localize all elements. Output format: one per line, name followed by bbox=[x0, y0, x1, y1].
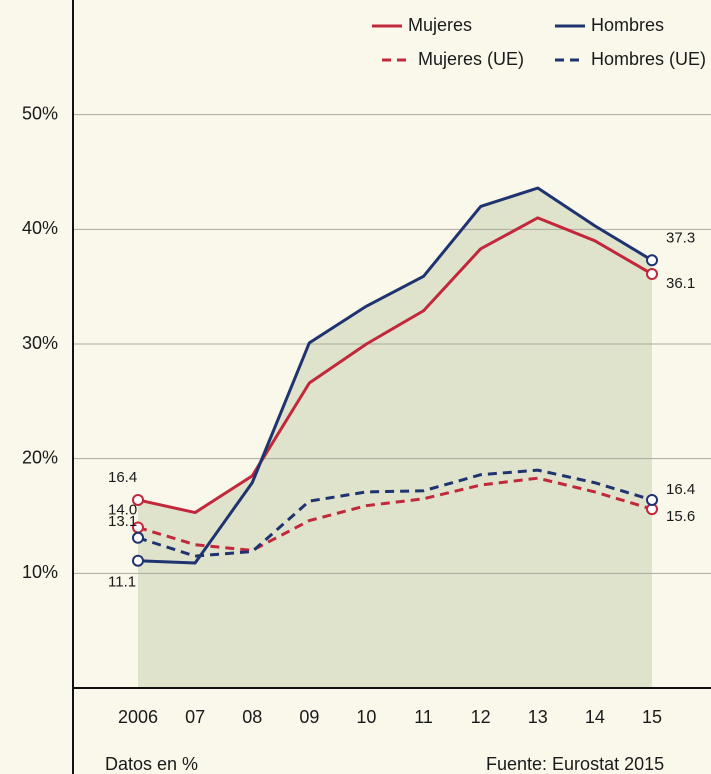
y-tick-label: 50% bbox=[22, 103, 58, 123]
series-line bbox=[137, 216, 653, 515]
area-fill bbox=[138, 188, 652, 688]
y-tick-label: 10% bbox=[22, 562, 58, 582]
x-tick-label: 14 bbox=[585, 707, 605, 727]
y-tick-label: 20% bbox=[22, 447, 58, 467]
x-tick-label: 15 bbox=[642, 707, 662, 727]
note: Datos en % bbox=[105, 754, 198, 774]
x-tick-label: 08 bbox=[242, 707, 262, 727]
end-marker bbox=[132, 493, 144, 506]
value-label: 15.6 bbox=[666, 508, 695, 525]
x-tick-label: 2006 bbox=[118, 707, 158, 727]
legend-label: Hombres bbox=[591, 15, 664, 35]
series-line bbox=[137, 476, 653, 552]
value-label: 13.1 bbox=[108, 513, 137, 530]
legend-label: Hombres (UE) bbox=[591, 49, 706, 69]
end-marker bbox=[132, 531, 144, 544]
value-label: 11.1 bbox=[108, 574, 136, 591]
x-tick-label: 12 bbox=[471, 707, 491, 727]
source: Fuente: Eurostat 2015 bbox=[486, 754, 664, 774]
x-tick-label: 11 bbox=[414, 707, 433, 727]
end-marker bbox=[646, 254, 658, 267]
y-tick-label: 40% bbox=[22, 218, 58, 238]
series-line bbox=[137, 186, 653, 565]
legend-label: Mujeres bbox=[408, 15, 472, 35]
x-tick-label: 13 bbox=[528, 707, 548, 727]
x-tick-label: 10 bbox=[356, 707, 376, 727]
series-line bbox=[137, 468, 653, 558]
value-label: 16.4 bbox=[666, 481, 695, 498]
end-marker bbox=[132, 554, 144, 567]
legend-label: Mujeres (UE) bbox=[418, 49, 524, 69]
value-label: 16.4 bbox=[108, 469, 137, 486]
value-label: 14.0 bbox=[108, 501, 137, 518]
y-tick-label: 30% bbox=[22, 333, 58, 353]
value-label: 37.3 bbox=[666, 229, 695, 246]
end-marker bbox=[646, 493, 658, 506]
x-tick-label: 07 bbox=[185, 707, 205, 727]
end-marker bbox=[646, 268, 658, 281]
value-label: 36.1 bbox=[666, 275, 695, 292]
x-tick-label: 09 bbox=[299, 707, 319, 727]
